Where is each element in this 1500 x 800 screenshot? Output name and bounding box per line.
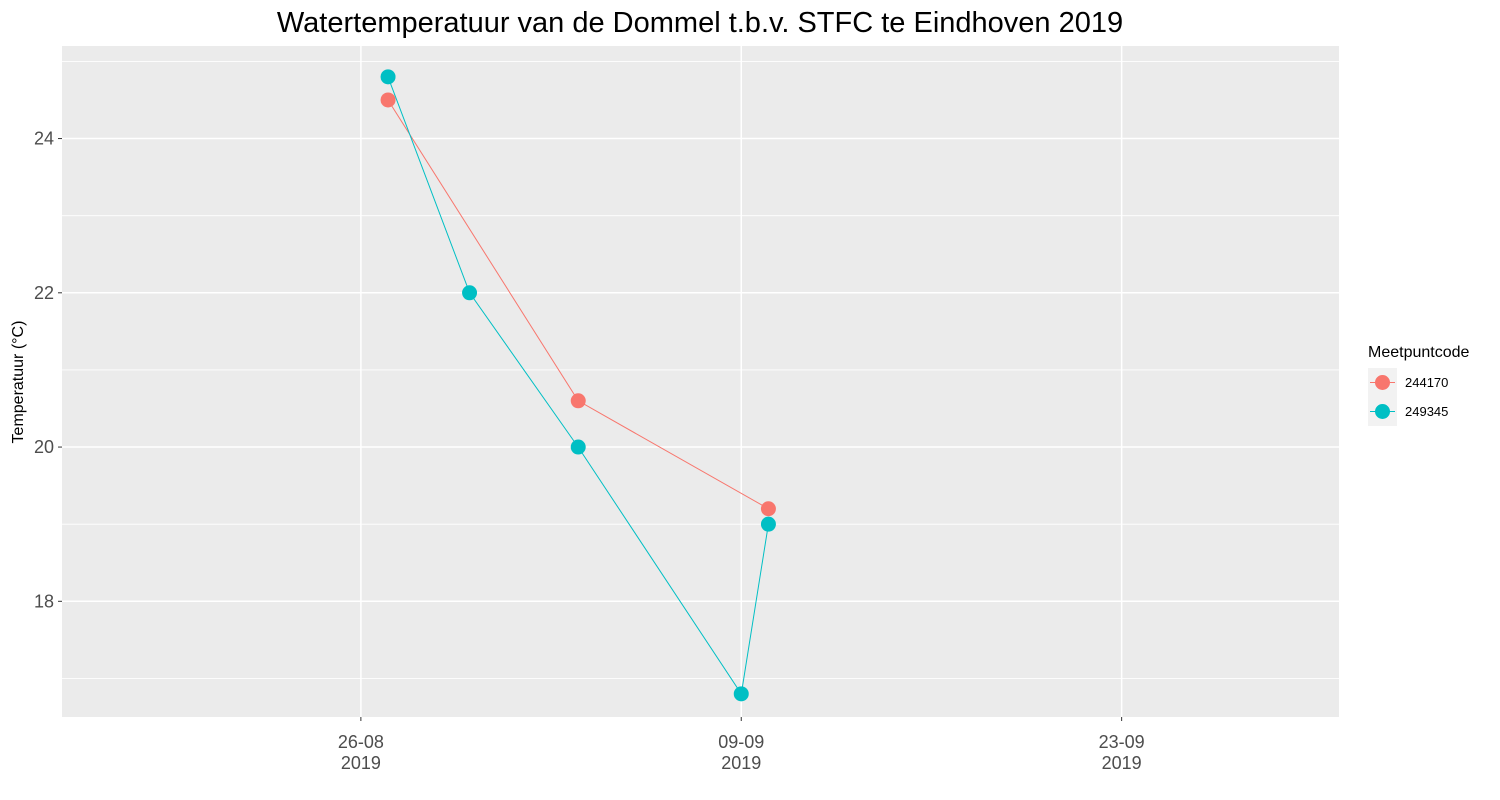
data-point-249345 [733, 686, 749, 702]
data-point-249345 [380, 69, 396, 85]
data-point-249345 [760, 516, 776, 532]
x-tick-label: 23-09 [1099, 732, 1145, 752]
x-tick-label: 26-08 [338, 732, 384, 752]
major-gridlines [62, 46, 1339, 717]
data-point-249345 [570, 439, 586, 455]
minor-gridlines [62, 61, 1339, 679]
legend-key-point [1375, 375, 1390, 390]
x-tick-label-year: 2019 [721, 753, 761, 773]
y-axis-title: Temperatuur (°C) [10, 321, 27, 444]
data-point-244170 [570, 393, 586, 409]
data-point-244170 [760, 501, 776, 517]
legend-title: Meetpuntcode [1368, 344, 1470, 361]
legend-label: 244170 [1405, 375, 1448, 390]
y-tick-label: 22 [34, 283, 54, 303]
x-tick-label-year: 2019 [341, 753, 381, 773]
legend: Meetpuntcode 244170 249345 [1368, 344, 1470, 426]
series-layer [380, 69, 776, 702]
data-point-249345 [462, 285, 478, 301]
x-tick-label: 09-09 [718, 732, 764, 752]
legend-label: 249345 [1405, 404, 1448, 419]
data-point-244170 [380, 92, 396, 108]
chart-title: Watertemperatuur van de Dommel t.b.v. ST… [277, 7, 1123, 39]
y-axis: 18 20 22 24 [34, 129, 62, 611]
plot-panel [62, 46, 1339, 717]
y-tick-label: 20 [34, 437, 54, 457]
legend-key-point [1375, 404, 1390, 419]
y-tick-label: 18 [34, 591, 54, 611]
x-tick-label-year: 2019 [1102, 753, 1142, 773]
y-tick-label: 24 [34, 129, 54, 149]
